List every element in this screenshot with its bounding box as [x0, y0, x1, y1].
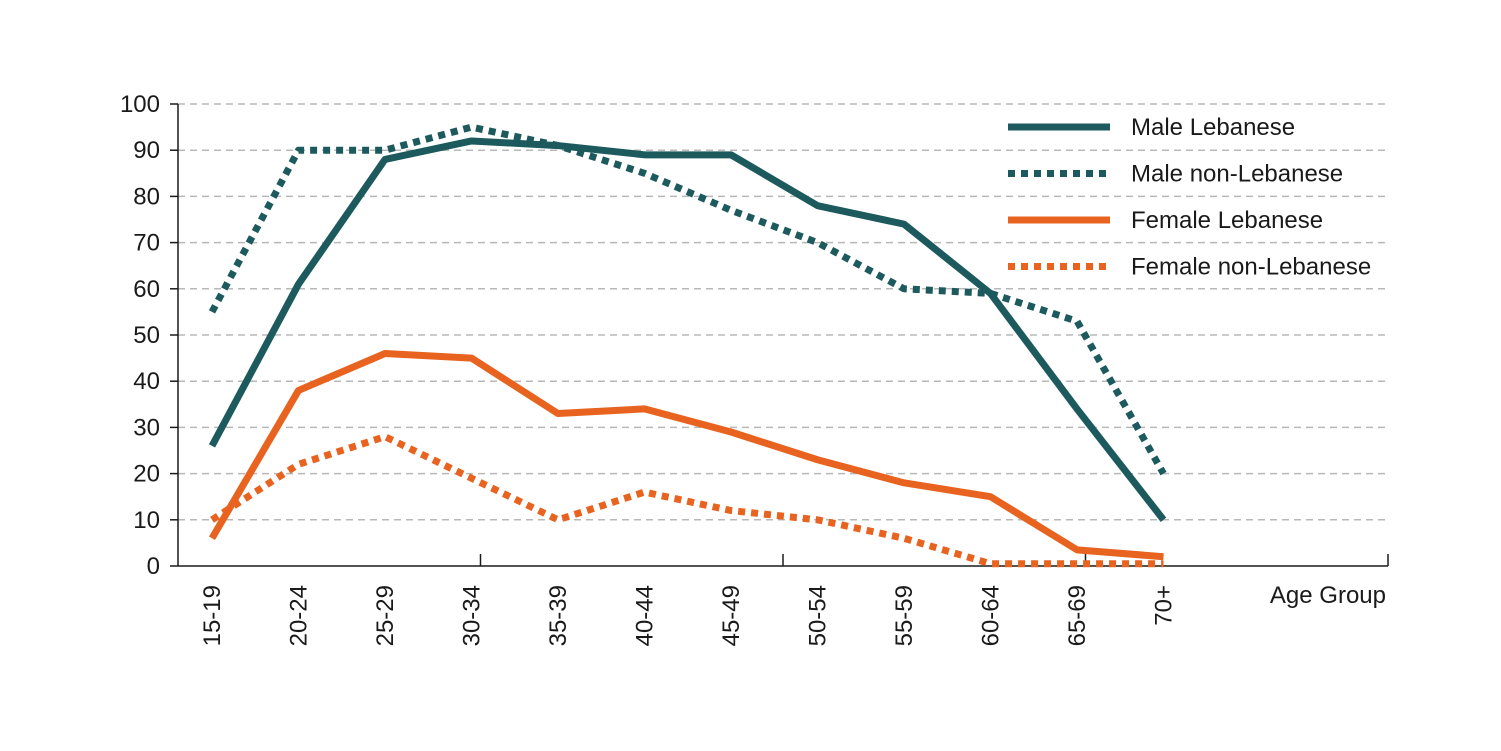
legend-label: Female non-Lebanese: [1131, 254, 1371, 281]
y-tick-label: 80: [133, 183, 160, 210]
y-tick-label: 20: [133, 461, 160, 488]
x-axis-label: Age Group: [1270, 582, 1386, 609]
x-tick-label: 40-44: [632, 585, 659, 646]
x-tick-label: 55-59: [891, 585, 918, 646]
x-axis: 15-19 20-24 25-29 30-34 35-39 40-44 45-49 50-54…: [177, 104, 1389, 646]
series-line: [208, 349, 1164, 561]
series-line: [208, 137, 1167, 522]
x-tick-label: 25-29: [372, 585, 399, 646]
x-tick-label: 15-19: [199, 585, 226, 646]
series-lines: [208, 123, 1167, 568]
y-tick-label: 60: [133, 276, 160, 303]
x-tick-label: 45-49: [718, 585, 745, 646]
x-tick-label: 50-54: [805, 585, 832, 646]
y-tick-label: 100: [120, 91, 160, 118]
y-axis-ticks: 0 10 20 30 40 50 60 70 80 90 100: [120, 91, 178, 580]
x-tick-label: 60-64: [978, 585, 1005, 646]
y-tick-label: 90: [133, 137, 160, 164]
legend-label: Female Lebanese: [1131, 207, 1323, 234]
gridlines: [178, 103, 1388, 521]
y-tick-label: 0: [147, 553, 160, 580]
series-line: [210, 433, 1164, 568]
y-tick-label: 50: [133, 322, 160, 349]
x-tick-label: 20-24: [286, 585, 313, 646]
legend-label: Male non-Lebanese: [1131, 161, 1343, 188]
x-tick-label: 70+: [1151, 585, 1178, 626]
y-tick-label: 40: [133, 368, 160, 395]
y-tick-label: 10: [133, 507, 160, 534]
x-tick-label: 35-39: [545, 585, 572, 646]
legend: Male Lebanese Male non-Lebanese Female Leb…: [1008, 114, 1371, 281]
series-line: [208, 123, 1167, 476]
y-tick-label: 30: [133, 414, 160, 441]
x-tick-label: 65-69: [1064, 585, 1091, 646]
legend-label: Male Lebanese: [1131, 114, 1295, 141]
y-tick-label: 70: [133, 230, 160, 257]
x-tick-label: 30-34: [459, 585, 486, 646]
